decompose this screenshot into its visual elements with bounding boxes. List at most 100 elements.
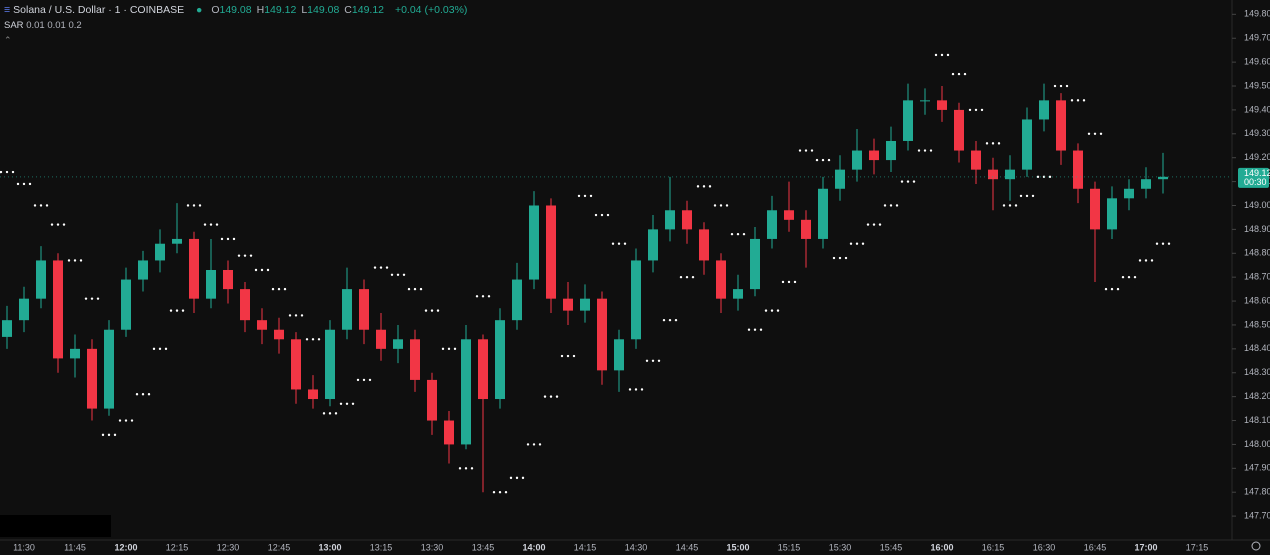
candle-body — [852, 150, 862, 170]
sar-dot — [1110, 287, 1114, 291]
sar-dot — [538, 443, 542, 446]
sar-dot — [662, 318, 666, 322]
sar-dot — [702, 185, 706, 188]
indicator-legend[interactable]: SAR 0.01 0.01 0.2 ⌃ — [4, 20, 82, 46]
sar-dot — [107, 433, 111, 437]
sar-dot — [1155, 242, 1159, 245]
x-tick-label: 14:45 — [676, 542, 699, 552]
ohlc-value: 149.08 — [307, 4, 340, 16]
sar-dot — [991, 142, 995, 145]
sar-dot — [889, 204, 893, 207]
sar-dot — [147, 393, 151, 396]
sar-dot — [413, 287, 417, 291]
sar-dot — [555, 395, 559, 398]
x-tick-label: 12:15 — [166, 542, 189, 552]
candle-body — [750, 238, 760, 290]
candle-body — [835, 169, 845, 189]
ohlc-label: O — [211, 4, 220, 16]
sar-dot — [543, 395, 547, 398]
candle-body — [155, 243, 165, 261]
y-tick-label: 148.70 — [1244, 272, 1270, 282]
sar-dot — [447, 347, 451, 351]
sar-dot — [334, 412, 338, 415]
sar-dot — [158, 347, 162, 351]
candle-body — [580, 298, 590, 311]
settings-icon[interactable] — [1251, 541, 1261, 551]
sar-dot — [1121, 275, 1125, 279]
candle-body — [478, 339, 488, 400]
x-tick-label: 15:15 — [778, 542, 801, 552]
sar-dot — [379, 266, 383, 269]
collapse-button[interactable]: ⌃ — [4, 35, 12, 45]
x-tick-label: 11:30 — [13, 542, 35, 552]
sar-dot — [424, 309, 428, 312]
candle-body — [1005, 169, 1015, 180]
sar-dot — [1014, 204, 1018, 207]
candle-body — [784, 210, 794, 220]
sar-dot — [1048, 175, 1052, 179]
sar-dot — [271, 287, 275, 291]
sar-dot — [300, 314, 304, 317]
sar-dot — [696, 185, 700, 188]
candle-body — [1107, 198, 1117, 230]
sar-dot — [215, 223, 219, 226]
sar-dot — [674, 318, 678, 322]
sar-dot — [589, 194, 593, 198]
x-tick-label: 15:45 — [880, 542, 903, 552]
sar-dot — [5, 170, 9, 174]
sar-dot — [934, 53, 938, 57]
sar-dot — [509, 476, 513, 480]
sar-dot — [152, 347, 156, 351]
sar-dot — [164, 347, 168, 351]
sar-dot — [317, 338, 321, 341]
sar-dot — [1116, 287, 1120, 291]
countdown: 00:30 — [1244, 177, 1267, 187]
sar-dot — [492, 491, 496, 494]
sar-dot — [764, 309, 768, 312]
sar-dot — [827, 158, 831, 162]
candle-body — [563, 298, 573, 311]
candle-body — [529, 205, 539, 280]
sar-dot — [73, 259, 77, 262]
sar-dot — [181, 309, 185, 312]
candle-body — [886, 140, 896, 161]
sar-dot — [917, 149, 921, 152]
sar-dot — [356, 378, 360, 382]
sar-dot — [498, 491, 502, 494]
sar-dot — [1025, 194, 1029, 198]
sar-dot — [96, 297, 100, 300]
sar-dot — [747, 328, 751, 331]
sar-dot — [118, 419, 122, 422]
sar-dot — [45, 204, 49, 207]
sar-dot — [713, 204, 717, 207]
sar-dot — [866, 223, 870, 226]
sar-dot — [974, 108, 978, 112]
candle-body — [971, 150, 981, 170]
sar-dot — [730, 232, 734, 236]
sar-dot — [753, 328, 757, 331]
sar-dot — [963, 72, 967, 76]
candle-body — [19, 298, 29, 321]
candle-body — [937, 100, 947, 110]
symbol-title: Solana / U.S. Dollar · 1 · COINBASE — [13, 4, 185, 16]
sar-dot — [708, 185, 712, 188]
x-tick-label: 13:15 — [370, 542, 393, 552]
candle-body — [104, 329, 114, 409]
sar-dot — [67, 259, 71, 262]
sar-dot — [776, 309, 780, 312]
sar-dot — [634, 388, 638, 391]
sar-dot — [1161, 242, 1165, 245]
y-tick-label: 148.90 — [1244, 224, 1270, 234]
candle-body — [597, 298, 607, 371]
legend-header: ≡ Solana / U.S. Dollar · 1 · COINBASE ● O… — [4, 4, 470, 16]
sar-dot — [396, 273, 400, 276]
candle-body — [1056, 100, 1066, 151]
x-tick-label: 16:30 — [1033, 542, 1056, 552]
sar-dot — [515, 476, 519, 480]
sar-dot — [1065, 84, 1069, 88]
y-tick-label: 148.30 — [1244, 367, 1270, 377]
sar-dot — [798, 149, 802, 152]
sar-dot — [351, 402, 355, 406]
last-price-label: 149.12 — [1244, 168, 1270, 178]
x-tick-label: 12:00 — [114, 542, 137, 552]
